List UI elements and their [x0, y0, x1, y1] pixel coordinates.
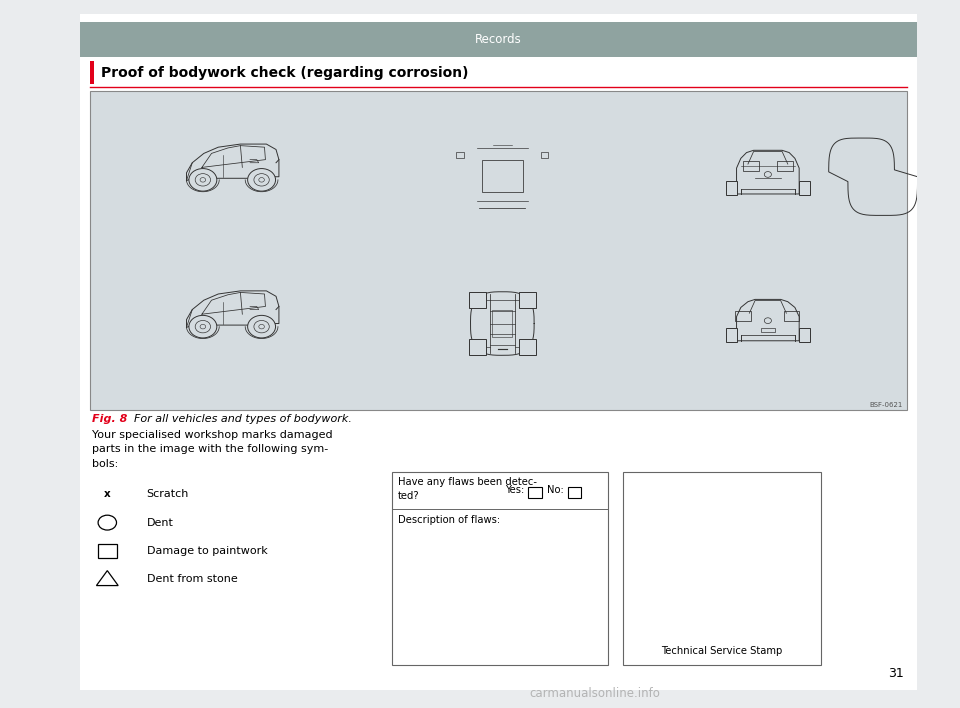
- Text: For all vehicles and types of bodywork.: For all vehicles and types of bodywork.: [134, 414, 352, 424]
- Circle shape: [259, 324, 264, 329]
- Circle shape: [189, 169, 217, 191]
- Bar: [89, 91, 907, 410]
- Text: Dent: Dent: [147, 518, 174, 527]
- Text: x: x: [104, 489, 110, 499]
- Text: Damage to paintwork: Damage to paintwork: [147, 546, 268, 556]
- Text: Have any flaws been detec-
ted?: Have any flaws been detec- ted?: [397, 477, 537, 501]
- Circle shape: [259, 178, 264, 182]
- Text: Fig. 8: Fig. 8: [92, 414, 128, 424]
- Circle shape: [248, 169, 276, 191]
- Text: Your specialised workshop marks damaged
parts in the image with the following sy: Your specialised workshop marks damaged …: [92, 430, 333, 469]
- Bar: [726, 328, 736, 342]
- Circle shape: [248, 315, 276, 338]
- Bar: [482, 161, 522, 192]
- Bar: [468, 292, 486, 308]
- Text: Yes:: Yes:: [505, 485, 524, 495]
- Text: carmanualsonline.info: carmanualsonline.info: [530, 687, 660, 700]
- Bar: [799, 328, 810, 342]
- Bar: [541, 152, 548, 158]
- Bar: [468, 339, 486, 355]
- Bar: [799, 181, 810, 195]
- Bar: [528, 488, 541, 498]
- Text: 31: 31: [889, 667, 904, 680]
- Circle shape: [200, 178, 205, 182]
- Circle shape: [200, 324, 205, 329]
- Bar: [519, 339, 536, 355]
- Text: Technical Service Stamp: Technical Service Stamp: [661, 646, 782, 656]
- Bar: [726, 181, 736, 195]
- Bar: [98, 544, 116, 558]
- Bar: [783, 311, 799, 321]
- Bar: [519, 292, 536, 308]
- Bar: [777, 161, 793, 171]
- Text: BSF-0621: BSF-0621: [869, 401, 902, 408]
- Text: Scratch: Scratch: [147, 489, 189, 499]
- Bar: [743, 161, 758, 171]
- Bar: [456, 152, 464, 158]
- Bar: [760, 328, 775, 332]
- Text: Proof of bodywork check (regarding corrosion): Proof of bodywork check (regarding corro…: [101, 66, 468, 80]
- Bar: [89, 62, 94, 84]
- Bar: [80, 22, 917, 57]
- Bar: [567, 488, 581, 498]
- Bar: [492, 310, 513, 337]
- Text: Dent from stone: Dent from stone: [147, 574, 237, 584]
- Bar: [735, 311, 751, 321]
- Bar: [392, 472, 608, 665]
- Text: Records: Records: [475, 33, 521, 46]
- Text: Description of flaws:: Description of flaws:: [397, 515, 500, 525]
- Text: No:: No:: [547, 485, 564, 495]
- Bar: [623, 472, 822, 665]
- Circle shape: [189, 315, 217, 338]
